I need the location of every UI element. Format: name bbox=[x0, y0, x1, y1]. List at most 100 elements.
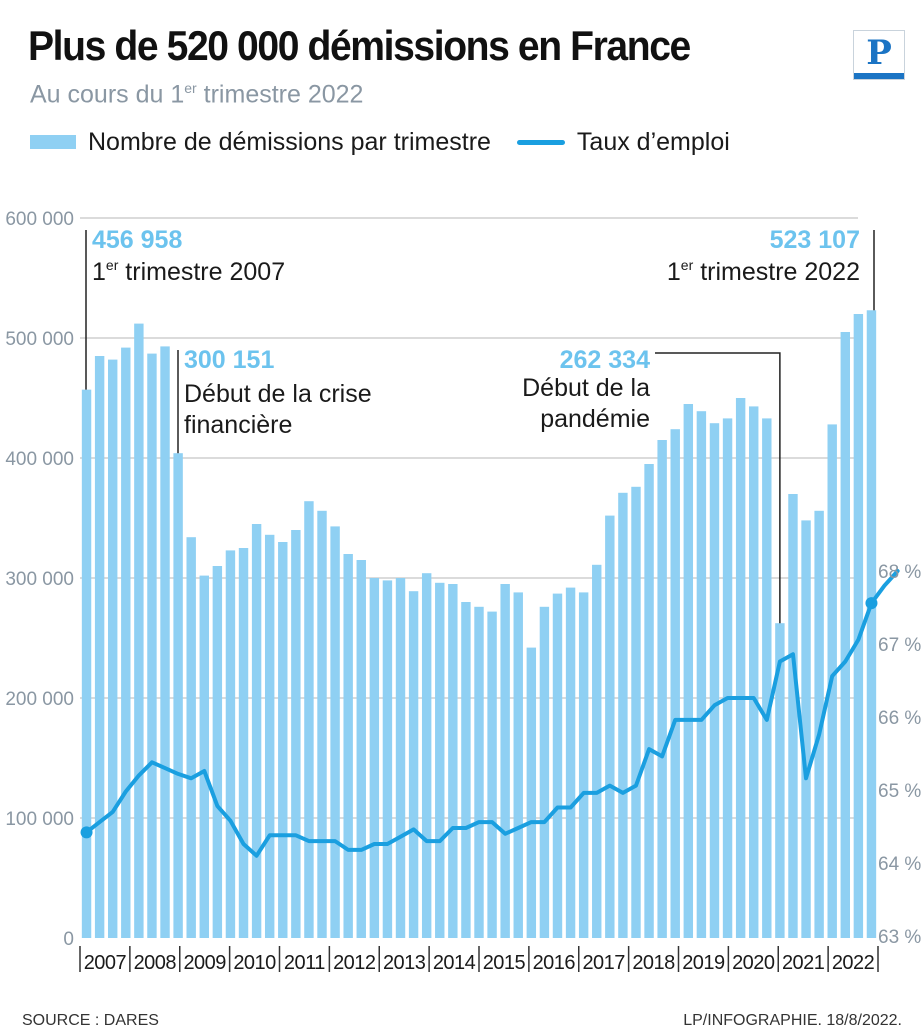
demission-bar bbox=[186, 537, 196, 938]
year-tick-label: 2007 bbox=[84, 952, 127, 974]
year-tick-label: 2011 bbox=[284, 952, 325, 974]
demission-bar bbox=[814, 510, 824, 938]
demission-bar bbox=[238, 548, 249, 938]
demission-bar bbox=[788, 494, 798, 938]
demission-bar bbox=[81, 389, 92, 938]
demission-bar bbox=[317, 510, 327, 938]
annotation-label-crisis-line1: Début de la crise bbox=[184, 380, 372, 408]
annotation-label-2022: 1er trimestre 2022 bbox=[667, 257, 860, 286]
demission-bar bbox=[421, 573, 432, 938]
publication-logo: P bbox=[853, 30, 905, 80]
year-tick-label: 2020 bbox=[732, 952, 775, 974]
demission-bar bbox=[173, 453, 183, 938]
demission-bar bbox=[749, 406, 759, 938]
demission-bar bbox=[552, 593, 563, 938]
annotation-leader-pandemic bbox=[655, 352, 781, 624]
legend-line-swatch bbox=[516, 139, 565, 145]
demission-bar bbox=[866, 310, 877, 938]
demission-bar bbox=[330, 526, 340, 938]
logo-underline bbox=[854, 73, 904, 79]
year-tick-label: 2010 bbox=[233, 952, 276, 974]
employment-start-point bbox=[80, 826, 93, 839]
annotation-label-crisis-line2: financière bbox=[184, 411, 292, 439]
year-tick-label: 2009 bbox=[183, 952, 226, 974]
legend-line-label: Taux d’emploi bbox=[576, 127, 730, 156]
chart-title: Plus de 520 000 démissions en France bbox=[28, 22, 691, 69]
demission-bar bbox=[657, 440, 667, 938]
right-axis-tick-label: 64 % bbox=[878, 854, 921, 875]
demission-bar bbox=[461, 602, 471, 938]
left-axis-tick-label: 100 000 bbox=[5, 809, 74, 830]
demission-bar bbox=[565, 587, 576, 938]
demission-bar bbox=[618, 492, 628, 938]
left-axis-tick-label: 0 bbox=[63, 929, 74, 950]
demission-bar bbox=[670, 429, 680, 938]
demission-bar bbox=[474, 606, 484, 938]
demission-bar bbox=[435, 582, 445, 938]
left-axis-tick-label: 400 000 bbox=[5, 449, 74, 470]
demission-bar bbox=[94, 356, 105, 938]
chart-legend: Nombre de démissions par trimestre Taux … bbox=[30, 124, 730, 160]
annotation-label-pandemic-line2: pandémie bbox=[540, 405, 650, 433]
logo-letter: P bbox=[866, 33, 892, 73]
demission-bar bbox=[199, 575, 209, 938]
left-axis-tick-label: 200 000 bbox=[5, 689, 74, 710]
demission-bar bbox=[395, 578, 406, 938]
demission-bar bbox=[539, 606, 550, 938]
annotation-label-2007: 1er trimestre 2007 bbox=[92, 257, 285, 286]
year-tick-label: 2008 bbox=[134, 952, 177, 974]
chart-subtitle: Au cours du 1er trimestre 2022 bbox=[30, 80, 364, 109]
legend-bars-label: Nombre de démissions par trimestre bbox=[88, 127, 491, 156]
demission-bar bbox=[775, 623, 785, 938]
demission-bar bbox=[683, 404, 694, 938]
annotation-value-pandemic: 262 334 bbox=[560, 346, 650, 374]
annotation-value-crisis: 300 151 bbox=[184, 346, 274, 374]
demission-bar bbox=[696, 411, 707, 938]
year-tick-label: 2014 bbox=[433, 952, 476, 974]
employment-end-point bbox=[865, 597, 878, 610]
demission-bar bbox=[735, 398, 746, 938]
demission-bar bbox=[382, 580, 393, 938]
demission-bar bbox=[722, 418, 733, 938]
demission-bar bbox=[147, 353, 157, 939]
demission-bar bbox=[526, 647, 537, 938]
employment-rate-line bbox=[84, 569, 900, 858]
demission-bar bbox=[631, 486, 641, 938]
demission-bar bbox=[343, 554, 353, 938]
demission-bar bbox=[840, 332, 851, 938]
chart-canvas: 0 100 000 200 000 300 000 400 000 500 000 600 … bbox=[5, 209, 921, 974]
demission-bar bbox=[212, 566, 223, 938]
demission-bar bbox=[500, 584, 510, 938]
demission-bar bbox=[304, 501, 314, 938]
demission-bar bbox=[853, 314, 864, 938]
demission-bar bbox=[134, 323, 144, 939]
demission-bar bbox=[356, 560, 366, 938]
demission-bar bbox=[513, 592, 523, 938]
demission-bar bbox=[160, 346, 170, 938]
left-axis-tick-label: 300 000 bbox=[5, 569, 74, 590]
demission-bar bbox=[487, 611, 497, 938]
demission-bar bbox=[592, 564, 602, 938]
demission-bar bbox=[448, 584, 458, 938]
annotation-value-2007: 456 958 bbox=[92, 226, 182, 254]
demission-bar bbox=[107, 359, 118, 939]
left-axis-tick-label: 500 000 bbox=[5, 329, 74, 350]
demission-bar bbox=[801, 520, 811, 938]
legend-bar-swatch bbox=[30, 135, 76, 149]
annotation-value-2022: 523 107 bbox=[770, 226, 860, 254]
right-axis-tick-label: 63 % bbox=[878, 927, 921, 948]
year-tick-label: 2022 bbox=[832, 952, 875, 974]
demission-bar bbox=[291, 530, 301, 938]
demission-bar bbox=[709, 423, 720, 938]
demission-bar bbox=[578, 592, 589, 938]
annotation-label-pandemic-line1: Début de la bbox=[522, 374, 650, 402]
demission-bar bbox=[225, 550, 236, 938]
right-axis-tick-label: 65 % bbox=[878, 781, 921, 802]
demission-bar bbox=[251, 524, 262, 938]
right-axis-tick-label: 66 % bbox=[878, 708, 921, 729]
demission-bar bbox=[121, 347, 131, 939]
demission-bar bbox=[264, 534, 275, 938]
source-note: SOURCE : DARES bbox=[22, 1012, 159, 1029]
right-axis-tick-label: 68 % bbox=[878, 562, 921, 583]
credit-note: LP/INFOGRAPHIE. 18/8/2022. bbox=[683, 1012, 902, 1029]
